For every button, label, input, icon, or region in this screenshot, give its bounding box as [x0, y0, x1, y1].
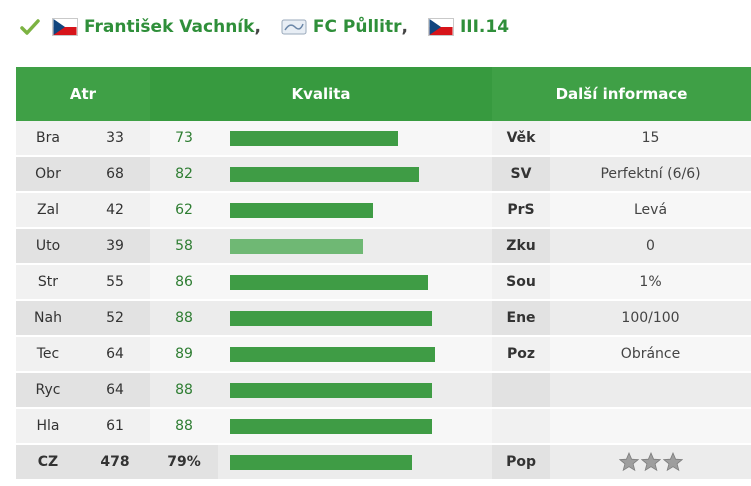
- quality-bar: [230, 310, 432, 326]
- quality-bar-cell: [218, 193, 493, 229]
- attr-name: Str: [16, 265, 80, 301]
- quality-bar-cell: [218, 445, 493, 481]
- czech-flag-icon: [52, 18, 78, 36]
- quality-value: 86: [150, 265, 218, 301]
- header-atr: Atr: [16, 67, 150, 121]
- checkmark-icon: [20, 19, 40, 35]
- attr-value: 68: [80, 157, 150, 193]
- quality-bar-cell: [218, 409, 493, 445]
- table-row: Ryc 64 88: [16, 373, 751, 409]
- player-header: František Vachník, FC Půllitr, III.14: [20, 12, 509, 42]
- league-link[interactable]: III.14: [459, 17, 510, 37]
- quality-value: 88: [150, 373, 218, 409]
- info-value: 15: [550, 121, 751, 157]
- table-row: Hla 61 88: [16, 409, 751, 445]
- attr-name: Uto: [16, 229, 80, 265]
- quality-value: 82: [150, 157, 218, 193]
- quality-bar-cell: [218, 265, 493, 301]
- team-logo-icon: [281, 19, 307, 35]
- quality-bar: [230, 418, 432, 434]
- attr-name: Nah: [16, 301, 80, 337]
- attr-value: 64: [80, 373, 150, 409]
- info-key: Věk: [492, 121, 551, 157]
- info-value: Levá: [550, 193, 751, 229]
- table-row: Str 55 86 Sou 1%: [16, 265, 751, 301]
- star-icon: [640, 452, 661, 472]
- attr-name: Bra: [16, 121, 80, 157]
- attr-value: 42: [80, 193, 150, 229]
- czech-flag-icon: [427, 18, 454, 36]
- attr-name: Obr: [16, 157, 80, 193]
- player-name-link[interactable]: František Vachník: [84, 17, 255, 37]
- attr-value: 64: [80, 337, 150, 373]
- player-attributes-table: Atr Kvalita Další informace Bra 33 73 Věk 15…: [16, 67, 751, 481]
- table-footer-row: CZ 478 79% Pop: [16, 445, 751, 481]
- quality-bar-cell: [218, 301, 493, 337]
- info-value: 0: [550, 229, 751, 265]
- info-value: 1%: [550, 265, 751, 301]
- attr-value: 52: [80, 301, 150, 337]
- quality-value: 88: [150, 301, 218, 337]
- star-icon: [662, 452, 683, 472]
- info-key: Poz: [492, 337, 551, 373]
- table-row: Obr 68 82 SV Perfektní (6/6): [16, 157, 751, 193]
- info-value: [550, 373, 751, 409]
- quality-total: 79%: [150, 445, 218, 481]
- quality-value: 89: [150, 337, 218, 373]
- quality-bar: [230, 382, 432, 398]
- info-value: 100/100: [550, 301, 751, 337]
- info-key: [492, 409, 551, 445]
- header-kvalita: Kvalita: [150, 67, 493, 121]
- attr-name: Zal: [16, 193, 80, 229]
- star-icon: [618, 452, 639, 472]
- attr-name: Hla: [16, 409, 80, 445]
- info-key: SV: [492, 157, 551, 193]
- attr-value: 39: [80, 229, 150, 265]
- quality-value: 62: [150, 193, 218, 229]
- quality-value: 73: [150, 121, 218, 157]
- table-row: Nah 52 88 Ene 100/100: [16, 301, 751, 337]
- quality-bar-cell: [218, 337, 493, 373]
- info-key: Sou: [492, 265, 551, 301]
- quality-bar-cell: [218, 373, 493, 409]
- table-row: Uto 39 58 Zku 0: [16, 229, 751, 265]
- table-row: Zal 42 62 PrS Levá: [16, 193, 751, 229]
- attr-name: Tec: [16, 337, 80, 373]
- quality-value: 58: [150, 229, 218, 265]
- quality-bar: [230, 274, 428, 290]
- info-value: [550, 409, 751, 445]
- info-key: Zku: [492, 229, 551, 265]
- quality-value: 88: [150, 409, 218, 445]
- header-info: Další informace: [492, 67, 751, 121]
- quality-bar: [230, 202, 373, 218]
- separator: ,: [401, 17, 408, 37]
- info-key: PrS: [492, 193, 551, 229]
- quality-bar: [230, 238, 363, 254]
- attr-total: 478: [80, 445, 150, 481]
- table-row: Tec 64 89 Poz Obránce: [16, 337, 751, 373]
- info-value: Obránce: [550, 337, 751, 373]
- attr-value: 61: [80, 409, 150, 445]
- separator: ,: [254, 17, 261, 37]
- info-value: Perfektní (6/6): [550, 157, 751, 193]
- team-name-link[interactable]: FC Půllitr: [312, 17, 402, 37]
- quality-bar: [230, 130, 398, 146]
- quality-bar: [230, 454, 412, 470]
- nationality-code: CZ: [16, 445, 80, 481]
- info-key: [492, 373, 551, 409]
- quality-bar-cell: [218, 121, 493, 157]
- quality-bar: [230, 166, 419, 182]
- info-key: Pop: [492, 445, 551, 481]
- attr-value: 33: [80, 121, 150, 157]
- attr-value: 55: [80, 265, 150, 301]
- popularity-stars: [550, 445, 751, 481]
- info-key: Ene: [492, 301, 551, 337]
- table-row: Bra 33 73 Věk 15: [16, 121, 751, 157]
- quality-bar: [230, 346, 435, 362]
- quality-bar-cell: [218, 229, 493, 265]
- quality-bar-cell: [218, 157, 493, 193]
- attr-name: Ryc: [16, 373, 80, 409]
